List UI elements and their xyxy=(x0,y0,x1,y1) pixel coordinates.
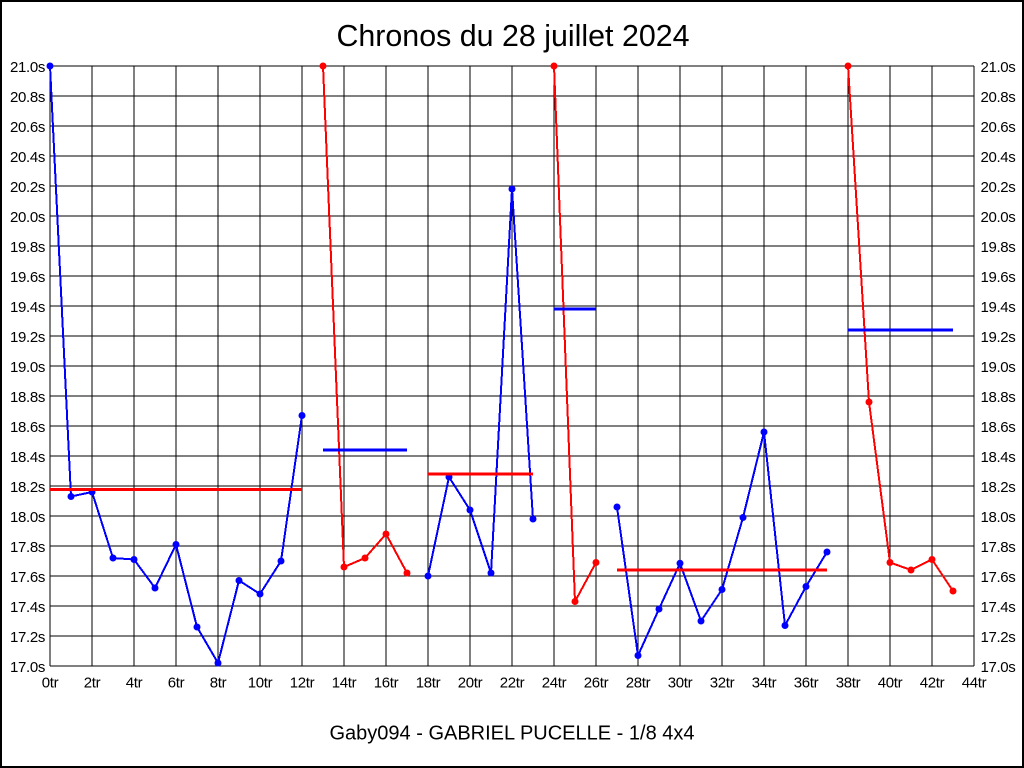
svg-text:10tr: 10tr xyxy=(248,675,273,692)
svg-text:19.0s: 19.0s xyxy=(10,359,45,376)
svg-text:20.8s: 20.8s xyxy=(10,89,45,106)
svg-text:19.6s: 19.6s xyxy=(10,269,45,286)
svg-text:20.2s: 20.2s xyxy=(981,179,1016,196)
svg-text:19.2s: 19.2s xyxy=(981,329,1016,346)
svg-text:20.0s: 20.0s xyxy=(981,209,1016,226)
svg-text:6tr: 6tr xyxy=(168,675,185,692)
svg-text:32tr: 32tr xyxy=(710,675,735,692)
svg-text:28tr: 28tr xyxy=(626,675,651,692)
svg-text:20tr: 20tr xyxy=(458,675,483,692)
svg-text:14tr: 14tr xyxy=(332,675,357,692)
svg-text:8tr: 8tr xyxy=(210,675,227,692)
svg-text:18.4s: 18.4s xyxy=(10,449,45,466)
svg-text:21.0s: 21.0s xyxy=(10,59,45,76)
svg-text:44tr: 44tr xyxy=(962,675,987,692)
svg-text:20.0s: 20.0s xyxy=(10,209,45,226)
svg-text:22tr: 22tr xyxy=(500,675,525,692)
svg-text:36tr: 36tr xyxy=(794,675,819,692)
svg-text:16tr: 16tr xyxy=(374,675,399,692)
svg-text:42tr: 42tr xyxy=(920,675,945,692)
svg-text:19.2s: 19.2s xyxy=(10,329,45,346)
svg-text:19.4s: 19.4s xyxy=(981,299,1016,316)
svg-text:18.0s: 18.0s xyxy=(981,509,1016,526)
svg-text:26tr: 26tr xyxy=(584,675,609,692)
svg-text:21.0s: 21.0s xyxy=(981,59,1016,76)
svg-text:24tr: 24tr xyxy=(542,675,567,692)
svg-text:19.0s: 19.0s xyxy=(981,359,1016,376)
svg-text:17.0s: 17.0s xyxy=(981,659,1016,676)
svg-text:17.8s: 17.8s xyxy=(981,539,1016,556)
svg-text:17.4s: 17.4s xyxy=(10,599,45,616)
svg-text:17.8s: 17.8s xyxy=(10,539,45,556)
svg-text:20.6s: 20.6s xyxy=(10,119,45,136)
svg-text:18.2s: 18.2s xyxy=(10,479,45,496)
svg-text:19.6s: 19.6s xyxy=(981,269,1016,286)
svg-text:17.0s: 17.0s xyxy=(10,659,45,676)
svg-text:19.8s: 19.8s xyxy=(10,239,45,256)
svg-text:38tr: 38tr xyxy=(836,675,861,692)
svg-text:Gaby094 - GABRIEL PUCELLE - 1/: Gaby094 - GABRIEL PUCELLE - 1/8 4x4 xyxy=(330,723,695,745)
svg-text:20.4s: 20.4s xyxy=(10,149,45,166)
svg-text:19.4s: 19.4s xyxy=(10,299,45,316)
svg-text:18.0s: 18.0s xyxy=(10,509,45,526)
svg-text:18.8s: 18.8s xyxy=(981,389,1016,406)
svg-text:17.2s: 17.2s xyxy=(10,629,45,646)
svg-text:18.4s: 18.4s xyxy=(981,449,1016,466)
svg-text:18.6s: 18.6s xyxy=(10,419,45,436)
svg-text:0tr: 0tr xyxy=(42,675,59,692)
svg-text:40tr: 40tr xyxy=(878,675,903,692)
svg-text:20.6s: 20.6s xyxy=(981,119,1016,136)
svg-text:12tr: 12tr xyxy=(290,675,315,692)
svg-text:17.2s: 17.2s xyxy=(981,629,1016,646)
svg-text:20.4s: 20.4s xyxy=(981,149,1016,166)
svg-text:Chronos du 28 juillet 2024: Chronos du 28 juillet 2024 xyxy=(336,19,689,53)
svg-text:17.4s: 17.4s xyxy=(981,599,1016,616)
svg-text:4tr: 4tr xyxy=(126,675,143,692)
svg-text:2tr: 2tr xyxy=(84,675,101,692)
svg-text:30tr: 30tr xyxy=(668,675,693,692)
svg-text:20.2s: 20.2s xyxy=(10,179,45,196)
svg-text:18.2s: 18.2s xyxy=(981,479,1016,496)
svg-text:17.6s: 17.6s xyxy=(10,569,45,586)
svg-text:18tr: 18tr xyxy=(416,675,441,692)
svg-text:20.8s: 20.8s xyxy=(981,89,1016,106)
svg-text:18.8s: 18.8s xyxy=(10,389,45,406)
svg-text:34tr: 34tr xyxy=(752,675,777,692)
svg-text:18.6s: 18.6s xyxy=(981,419,1016,436)
svg-text:19.8s: 19.8s xyxy=(981,239,1016,256)
svg-text:17.6s: 17.6s xyxy=(981,569,1016,586)
